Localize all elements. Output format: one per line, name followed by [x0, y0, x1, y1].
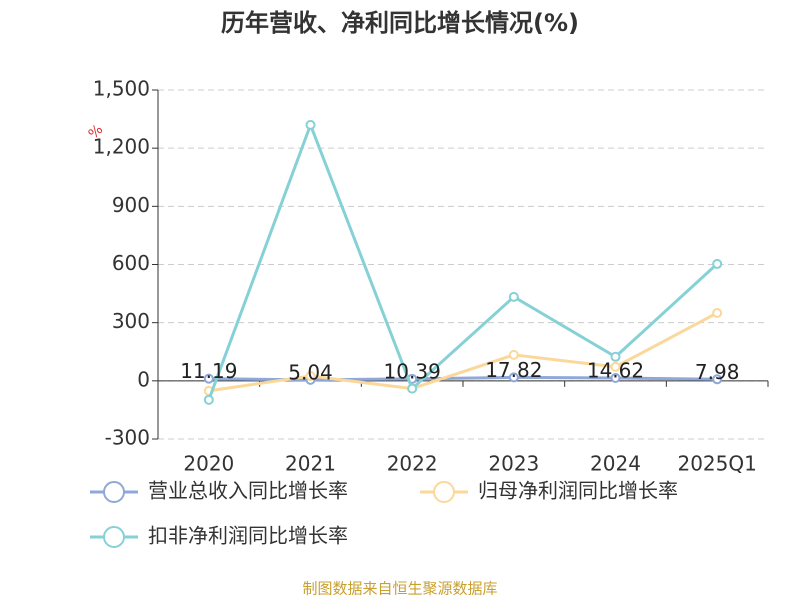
legend-label: 营业总收入同比增长率 — [148, 479, 348, 503]
y-tick-label: 0 — [137, 367, 150, 391]
data-point — [712, 258, 723, 269]
data-point — [610, 361, 621, 372]
legend-marker — [103, 526, 125, 548]
x-tick-label: 2020 — [183, 452, 234, 476]
x-tick-label: 2025Q1 — [677, 452, 756, 476]
data-label: 17.82 — [485, 358, 542, 382]
x-tick-label: 2023 — [488, 452, 539, 476]
data-point — [203, 394, 214, 405]
legend-marker — [433, 481, 455, 503]
series-line — [207, 120, 719, 401]
data-label: 11.19 — [180, 359, 237, 383]
y-tick-label: 1,200 — [93, 135, 150, 159]
data-point — [508, 372, 519, 383]
y-tick-label: 900 — [112, 193, 150, 217]
x-tick-label: 2022 — [387, 452, 438, 476]
y-tick-label: -300 — [105, 426, 150, 450]
y-tick-label: 600 — [112, 251, 150, 275]
data-label: 5.04 — [288, 360, 333, 384]
x-tick-label: 2021 — [285, 452, 336, 476]
legend-marker — [103, 481, 125, 503]
data-point — [712, 374, 723, 385]
data-point — [203, 373, 214, 384]
data-point — [610, 351, 621, 362]
x-tick-label: 2024 — [590, 452, 641, 476]
data-point — [508, 291, 519, 302]
data-point — [610, 372, 621, 383]
legend-label: 归母净利润同比增长率 — [478, 479, 678, 503]
data-point — [712, 307, 723, 318]
legend-label: 扣非净利润同比增长率 — [148, 524, 348, 548]
data-point — [407, 383, 418, 394]
data-point — [508, 349, 519, 360]
data-point — [305, 370, 316, 381]
y-tick-label: 1,500 — [93, 77, 150, 101]
data-label: 14.62 — [587, 358, 644, 382]
series-line — [208, 311, 718, 393]
data-label: 7.98 — [695, 360, 740, 384]
chart-title: 历年营收、净利同比增长情况(%) — [221, 9, 579, 37]
data-label: 10.39 — [384, 359, 441, 383]
source-note: 制图数据来自恒生聚源数据库 — [302, 580, 497, 598]
y-tick-label: 300 — [112, 309, 150, 333]
data-point — [305, 119, 316, 130]
